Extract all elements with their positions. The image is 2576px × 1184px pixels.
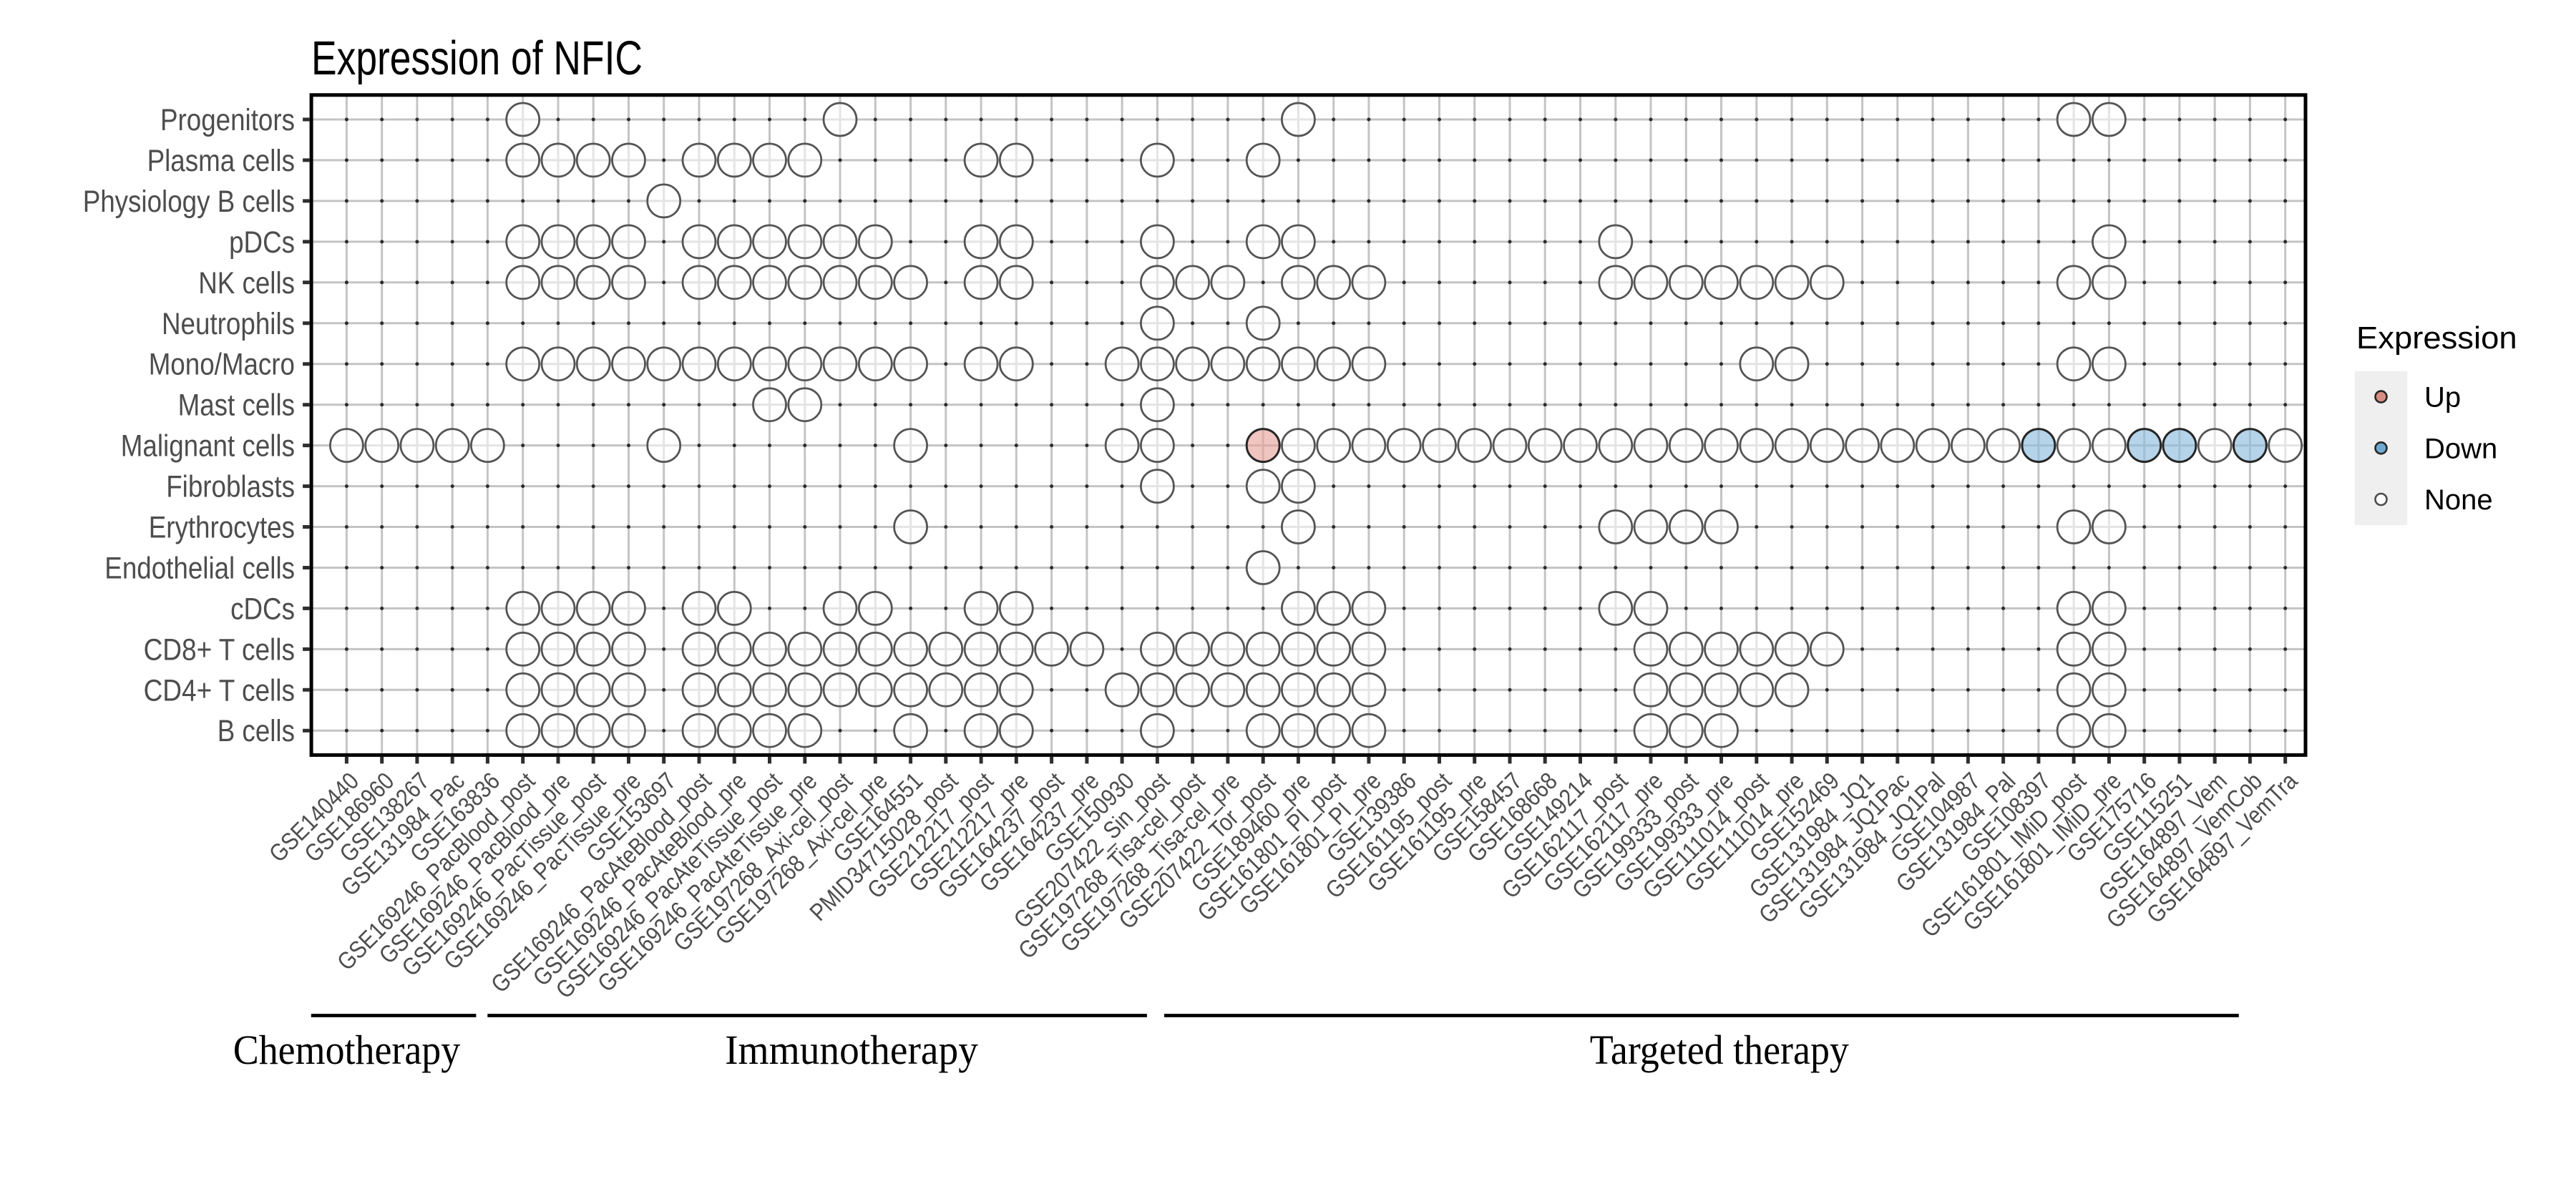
svg-text:Up: Up — [2424, 382, 2461, 414]
svg-text:Plasma cells: Plasma cells — [147, 144, 295, 178]
svg-text:Malignant cells: Malignant cells — [121, 429, 295, 464]
svg-text:None: None — [2424, 484, 2493, 516]
svg-text:B cells: B cells — [218, 714, 295, 748]
svg-text:Physiology B cells: Physiology B cells — [83, 185, 295, 219]
svg-text:Immunotherapy: Immunotherapy — [725, 1027, 978, 1073]
svg-text:Mast cells: Mast cells — [178, 388, 295, 423]
svg-text:NK cells: NK cells — [198, 266, 295, 300]
svg-text:Progenitors: Progenitors — [160, 103, 295, 137]
svg-text:Chemotherapy: Chemotherapy — [233, 1027, 461, 1073]
svg-text:CD8+ T cells: CD8+ T cells — [144, 632, 295, 667]
svg-text:Mono/Macro: Mono/Macro — [149, 348, 295, 382]
svg-text:Targeted therapy: Targeted therapy — [1590, 1027, 1849, 1073]
svg-text:Down: Down — [2424, 433, 2497, 464]
svg-text:cDCs: cDCs — [230, 592, 295, 626]
svg-text:CD4+ T cells: CD4+ T cells — [144, 673, 295, 708]
svg-text:Neutrophils: Neutrophils — [162, 307, 295, 341]
svg-text:Fibroblasts: Fibroblasts — [166, 470, 295, 504]
svg-text:Erythrocytes: Erythrocytes — [149, 511, 295, 545]
svg-text:Expression: Expression — [2356, 321, 2517, 356]
svg-text:Expression of NFIC: Expression of NFIC — [311, 31, 643, 85]
svg-text:pDCs: pDCs — [229, 225, 295, 260]
svg-text:Endothelial cells: Endothelial cells — [104, 552, 295, 586]
